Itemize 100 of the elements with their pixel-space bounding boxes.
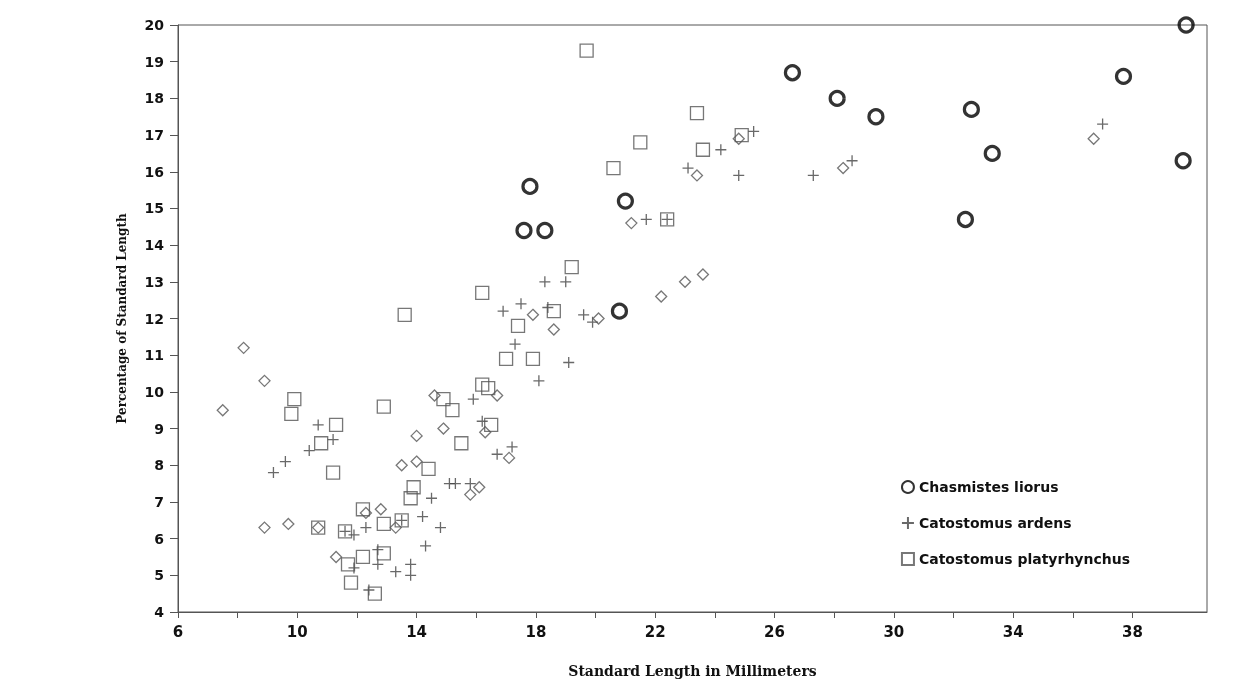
point bbox=[562, 356, 575, 369]
point bbox=[734, 127, 749, 143]
point bbox=[689, 105, 705, 121]
point bbox=[579, 43, 594, 58]
point bbox=[464, 477, 477, 490]
point bbox=[279, 455, 292, 468]
point bbox=[397, 307, 412, 322]
point bbox=[340, 557, 356, 572]
point bbox=[983, 144, 1001, 162]
x-tick-label: 10 bbox=[286, 622, 308, 641]
point bbox=[496, 305, 510, 318]
point bbox=[747, 125, 760, 138]
point bbox=[502, 451, 516, 465]
point bbox=[490, 389, 504, 402]
point bbox=[343, 575, 359, 590]
point bbox=[434, 521, 447, 534]
y-tick-label: 16 bbox=[144, 163, 164, 180]
point bbox=[836, 161, 850, 175]
point bbox=[845, 154, 859, 167]
point bbox=[532, 374, 546, 388]
y-tick-label: 13 bbox=[144, 273, 164, 290]
point bbox=[484, 417, 499, 433]
point bbox=[828, 89, 846, 107]
point bbox=[505, 440, 519, 454]
point bbox=[258, 374, 271, 388]
point bbox=[454, 436, 469, 451]
y-tick-label: 17 bbox=[144, 127, 164, 144]
point bbox=[376, 399, 391, 414]
point bbox=[237, 341, 250, 354]
point bbox=[359, 521, 373, 534]
point bbox=[606, 160, 621, 176]
point bbox=[564, 259, 579, 275]
point bbox=[464, 488, 477, 501]
point bbox=[714, 143, 727, 156]
y-axis-title: Percentage of Standard Length bbox=[115, 213, 129, 424]
y-tick-label: 20 bbox=[144, 17, 165, 33]
point bbox=[314, 436, 329, 451]
y-tick-label: 14 bbox=[144, 237, 165, 254]
point bbox=[962, 100, 980, 118]
x-tick-label: 14 bbox=[406, 622, 428, 641]
point bbox=[1177, 16, 1195, 34]
point bbox=[467, 393, 480, 406]
point bbox=[695, 142, 711, 157]
point bbox=[616, 192, 634, 210]
point bbox=[362, 583, 376, 597]
point bbox=[436, 392, 451, 407]
point bbox=[282, 517, 295, 531]
point bbox=[732, 169, 745, 182]
point bbox=[216, 404, 229, 417]
point bbox=[510, 318, 526, 333]
y-tick-label: 5 bbox=[154, 567, 164, 584]
point bbox=[592, 312, 605, 325]
point bbox=[625, 216, 638, 230]
x-tick-label: 26 bbox=[764, 622, 785, 641]
point bbox=[374, 503, 387, 516]
point bbox=[1087, 132, 1100, 145]
point bbox=[303, 444, 316, 457]
point bbox=[525, 351, 541, 367]
point bbox=[476, 415, 489, 428]
x-axis-title: Standard Length in Millimeters bbox=[568, 663, 817, 679]
point bbox=[481, 381, 496, 396]
point bbox=[867, 108, 885, 126]
point bbox=[546, 304, 561, 319]
y-tick-label: 11 bbox=[144, 347, 164, 364]
point bbox=[479, 426, 492, 439]
point bbox=[410, 429, 423, 443]
point bbox=[1114, 67, 1133, 85]
point bbox=[347, 561, 361, 575]
point bbox=[956, 210, 975, 229]
point bbox=[1174, 152, 1192, 170]
x-tick-label: 22 bbox=[644, 622, 666, 641]
point bbox=[410, 455, 423, 468]
point bbox=[681, 161, 695, 175]
y-tick-label: 19 bbox=[144, 53, 164, 70]
point bbox=[389, 565, 402, 578]
point bbox=[508, 338, 522, 351]
point bbox=[403, 491, 418, 506]
y-tick-label: 8 bbox=[154, 457, 164, 474]
point bbox=[449, 477, 462, 490]
y-tick-label: 6 bbox=[154, 530, 164, 547]
point bbox=[419, 539, 432, 553]
point bbox=[559, 275, 572, 288]
point bbox=[538, 275, 552, 288]
legend-label: Catostomus ardens bbox=[918, 515, 1072, 531]
point bbox=[376, 546, 391, 561]
point bbox=[490, 448, 504, 461]
point bbox=[347, 528, 361, 542]
point bbox=[514, 297, 528, 310]
point bbox=[328, 417, 344, 433]
point bbox=[515, 221, 533, 240]
point bbox=[416, 510, 429, 523]
point bbox=[404, 558, 417, 571]
point bbox=[633, 135, 648, 150]
point bbox=[326, 433, 340, 446]
x-tick-label: 6 bbox=[172, 622, 184, 641]
y-tick-label: 15 bbox=[144, 200, 164, 217]
point bbox=[425, 492, 438, 505]
point bbox=[732, 132, 745, 145]
y-tick-label: 12 bbox=[144, 310, 164, 327]
point bbox=[526, 308, 540, 321]
